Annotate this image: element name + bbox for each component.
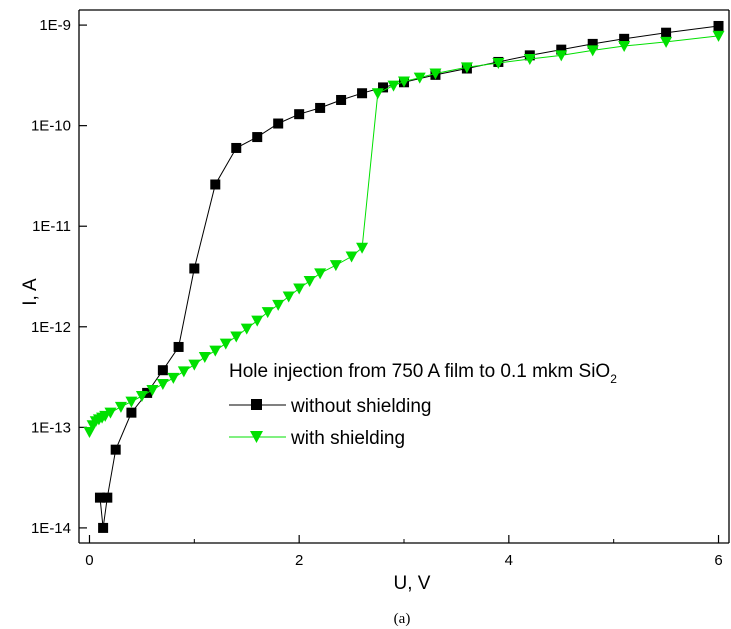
data-point-square — [587, 38, 598, 49]
data-point-triangle — [261, 307, 274, 319]
data-point-triangle — [586, 45, 599, 57]
data-point-square — [357, 88, 368, 99]
data-point-square — [294, 109, 305, 120]
data-point-triangle — [240, 323, 253, 335]
data-point-triangle — [371, 88, 384, 100]
legend: Hole injection from 750 A film to 0.1 mk… — [229, 361, 617, 449]
data-point-triangle — [314, 268, 327, 280]
data-point-triangle — [125, 396, 138, 408]
data-point-triangle — [167, 372, 180, 384]
data-point-square — [315, 102, 326, 113]
axis-ticks: 0 2 4 6 1E-14 1E-13 1E-12 1E-11 1E-10 1E-9 — [31, 17, 723, 569]
data-point-triangle — [114, 401, 127, 413]
data-point-square — [102, 492, 113, 503]
legend-label-without-shielding: without shielding — [290, 396, 431, 417]
data-point-triangle — [460, 62, 473, 74]
data-point-square — [94, 492, 105, 503]
data-point-square — [273, 118, 284, 129]
x-tick-label: 2 — [295, 552, 303, 569]
data-point-triangle — [219, 338, 232, 350]
series-without-shielding — [94, 20, 724, 533]
data-point-triangle — [345, 251, 358, 263]
legend-title-main: Hole injection from 750 A film to 0.1 mk… — [229, 361, 610, 382]
legend-marker-square — [251, 399, 262, 410]
x-axis-title: U, V — [394, 573, 431, 594]
data-point-triangle — [272, 299, 285, 311]
legend-title: Hole injection from 750 A film to 0.1 mk… — [229, 361, 617, 386]
data-point-triangle — [177, 366, 190, 378]
legend-marker-triangle — [250, 431, 263, 443]
legend-entry-without-shielding: without shielding — [229, 396, 431, 417]
y-tick-label: 1E-12 — [31, 319, 71, 336]
data-point-triangle — [156, 378, 169, 390]
data-point-square — [661, 27, 672, 38]
data-point-triangle — [188, 359, 201, 371]
data-point-triangle — [146, 385, 159, 397]
series-line — [99, 25, 719, 528]
data-point-square — [231, 142, 242, 153]
y-tick-label: 1E-10 — [31, 118, 71, 135]
y-tick-label: 1E-14 — [31, 520, 71, 537]
data-point-triangle — [555, 50, 568, 62]
data-point-triangle — [198, 352, 211, 364]
data-point-square — [713, 20, 724, 31]
y-tick-label: 1E-13 — [31, 419, 71, 436]
data-point-square — [189, 263, 200, 274]
data-point-square — [336, 94, 347, 105]
data-point-square — [210, 179, 221, 190]
legend-title-subscript: 2 — [610, 372, 617, 386]
data-point-triangle — [135, 390, 148, 402]
data-point-triangle — [303, 276, 316, 288]
data-point-triangle — [356, 242, 369, 254]
data-point-square — [110, 444, 121, 455]
data-point-square — [98, 522, 109, 533]
data-point-triangle — [209, 345, 222, 357]
data-point-triangle — [492, 57, 505, 69]
data-point-square — [252, 132, 263, 143]
data-point-square — [556, 44, 567, 55]
figure-caption: (a) — [394, 611, 411, 627]
x-tick-label: 0 — [85, 552, 93, 569]
y-axis-title: I, A — [20, 278, 41, 306]
data-point-triangle — [282, 291, 295, 303]
data-point-triangle — [104, 407, 117, 419]
data-point-triangle — [251, 315, 264, 327]
data-point-triangle — [429, 68, 442, 80]
data-point-triangle — [230, 331, 243, 343]
data-point-triangle — [660, 36, 673, 48]
data-point-triangle — [387, 80, 400, 92]
legend-entry-with-shielding: with shielding — [229, 428, 405, 449]
y-tick-label: 1E-9 — [39, 17, 71, 34]
data-point-triangle — [712, 30, 725, 42]
data-point-square — [378, 82, 389, 93]
series-with-shielding — [83, 30, 725, 438]
legend-label-with-shielding: with shielding — [290, 428, 405, 449]
data-point-triangle — [293, 283, 306, 295]
data-point-triangle — [618, 40, 631, 52]
y-tick-label: 1E-11 — [32, 218, 71, 235]
plot-frame — [78, 9, 730, 544]
data-point-square — [157, 365, 168, 376]
data-point-triangle — [398, 76, 410, 88]
x-tick-label: 4 — [505, 552, 513, 569]
data-point-square — [619, 33, 630, 44]
data-point-square — [173, 341, 184, 352]
series-layer — [83, 20, 725, 533]
x-tick-label: 6 — [714, 552, 722, 569]
data-point-triangle — [329, 260, 342, 272]
data-point-triangle — [413, 72, 426, 84]
data-point-triangle — [523, 54, 536, 66]
data-point-square — [126, 407, 137, 418]
